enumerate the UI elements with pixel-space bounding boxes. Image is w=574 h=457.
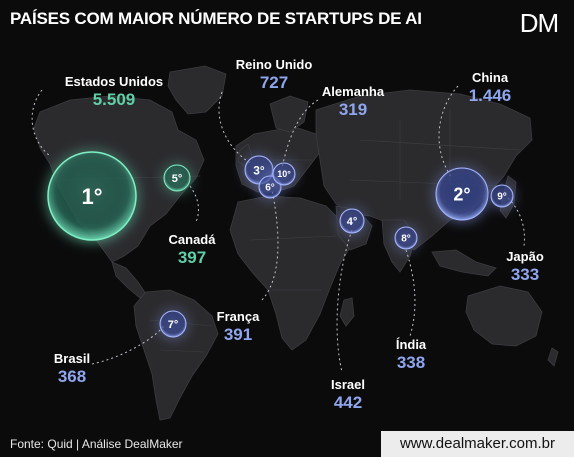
country-name: China	[471, 70, 509, 85]
central-america-shape	[111, 261, 147, 299]
rank-label-10: 10°	[277, 169, 291, 179]
australia-shape	[465, 285, 543, 347]
country-name: França	[216, 309, 260, 324]
country-value: 338	[396, 353, 426, 372]
country-value: 368	[57, 367, 87, 386]
rank-bubble-7	[159, 310, 187, 338]
logo-text: DM	[520, 8, 558, 37]
country-value: 391	[223, 325, 253, 344]
label-india: Índia 338	[386, 337, 436, 373]
south-america-shape	[133, 289, 219, 421]
rank-label-5: 5°	[172, 173, 183, 185]
rank-label-9: 9°	[497, 192, 507, 203]
country-value: 319	[338, 100, 368, 119]
rank-bubble-5	[163, 164, 191, 192]
source-caption: Fonte: Quid | Análise DealMaker	[10, 437, 183, 451]
leader-lines	[31, 85, 525, 373]
greenland-shape	[167, 65, 227, 115]
country-name: Israel	[331, 377, 365, 392]
country-name: Alemanha	[321, 84, 385, 99]
label-estados-unidos: Estados Unidos 5.509	[54, 74, 174, 110]
rank-bubble-2	[435, 167, 489, 221]
label-franca: França 391	[206, 309, 270, 345]
leader-brasil	[91, 325, 165, 365]
country-value: 727	[259, 73, 289, 92]
country-value: 442	[333, 393, 363, 412]
rank-bubble-9	[490, 184, 514, 208]
leader-israel	[336, 229, 353, 373]
rank-bubble-4	[339, 208, 365, 234]
country-name: Estados Unidos	[64, 74, 164, 89]
label-china: China 1.446	[450, 70, 530, 106]
rank-bubble-8	[394, 226, 418, 250]
label-alemanha: Alemanha 319	[312, 84, 394, 120]
rank-bubble-1	[47, 151, 137, 241]
rank-label-6: 6°	[265, 183, 275, 194]
leader-india	[405, 249, 416, 337]
label-japao: Japão 333	[492, 249, 558, 285]
label-brasil: Brasil 368	[44, 351, 100, 387]
website-link[interactable]: www.dealmaker.com.br	[381, 431, 574, 457]
rank-label-7: 7°	[168, 319, 179, 331]
label-reino-unido: Reino Unido 727	[222, 57, 326, 93]
rank-label-1: 1°	[81, 184, 102, 209]
country-value: 1.446	[468, 86, 512, 105]
rank-bubble-10	[272, 162, 296, 186]
country-name: Índia	[395, 337, 427, 352]
leader-reino-unido	[218, 91, 253, 165]
label-canada: Canadá 397	[156, 232, 228, 268]
rank-label-3: 3°	[253, 163, 265, 177]
page-title: PAÍSES COM MAIOR NÚMERO DE STARTUPS DE A…	[10, 9, 422, 28]
madagascar-shape	[339, 297, 355, 327]
continents	[33, 65, 559, 421]
southeast-asia-shape	[431, 249, 497, 277]
new-zealand-shape	[547, 347, 559, 367]
rank-bubbles: 1° 2° 3° 4° 5° 6° 7° 8° 9° 10°	[47, 151, 514, 338]
rank-label-8: 8°	[401, 234, 411, 245]
scandinavia-shape	[269, 95, 309, 133]
country-name: Japão	[506, 249, 544, 264]
country-value: 333	[510, 265, 540, 284]
rank-label-4: 4°	[347, 216, 358, 228]
leader-estados-unidos	[31, 89, 51, 157]
leader-canada	[189, 185, 199, 223]
leader-china	[438, 85, 459, 179]
country-value: 397	[177, 248, 207, 267]
asia-shape	[315, 89, 533, 251]
country-name: Brasil	[53, 351, 91, 366]
rank-label-2: 2°	[453, 184, 470, 204]
dealmaker-logo: DM	[520, 8, 559, 37]
label-israel: Israel 442	[322, 377, 374, 413]
country-name: Canadá	[168, 232, 216, 247]
country-name: Reino Unido	[235, 57, 313, 72]
leader-alemanha	[281, 99, 319, 169]
africa-shape	[229, 195, 353, 351]
country-value: 5.509	[92, 90, 136, 109]
